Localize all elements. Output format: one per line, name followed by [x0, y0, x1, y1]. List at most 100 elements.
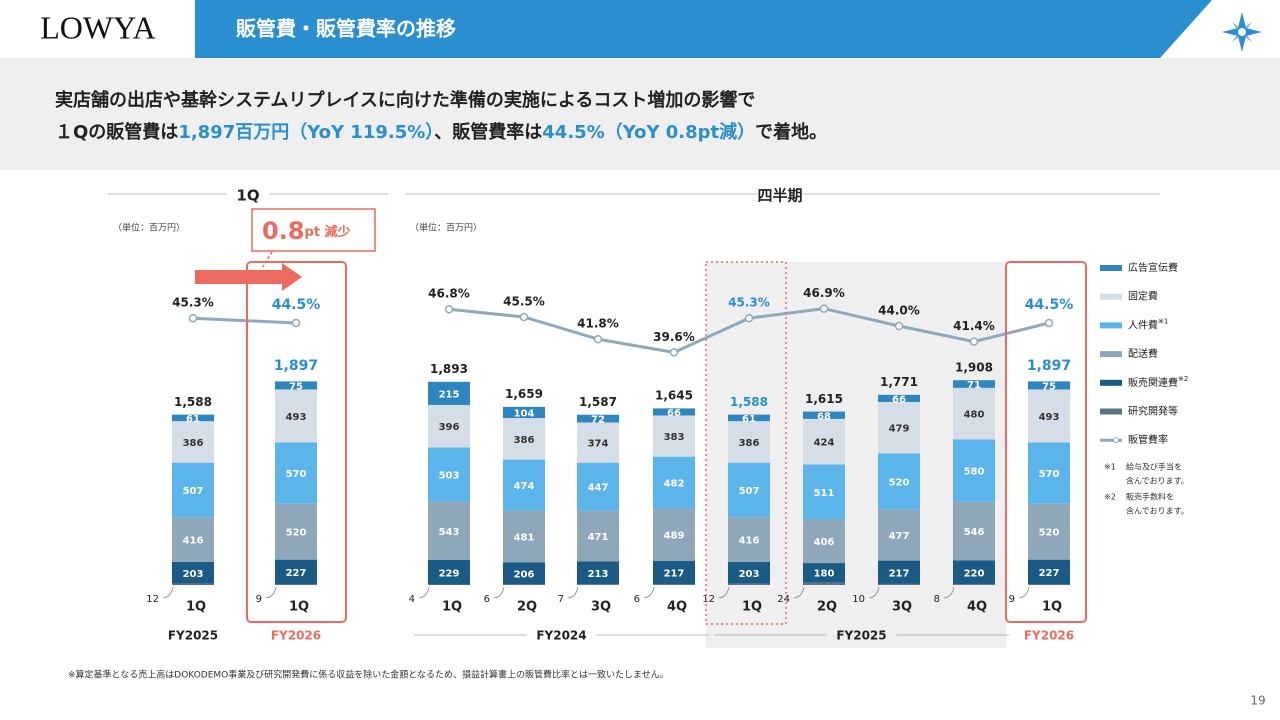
segment-label: 12 [702, 594, 715, 605]
bar-segment [803, 411, 845, 419]
bar-segment [653, 408, 695, 416]
fiscal-year-label: FY2026 [271, 629, 321, 643]
segment-label: 471 [588, 532, 609, 543]
legend-label: 研究開発等 [1128, 405, 1178, 418]
x-tick-label: 1Q [742, 600, 762, 615]
segment-label: 481 [514, 532, 535, 543]
unit-label: （単位：百万円） [113, 222, 185, 234]
segment-label: 386 [183, 438, 204, 449]
segment-label: 75 [1042, 381, 1056, 392]
legend-swatch [1100, 293, 1122, 300]
segment-label: 520 [1039, 528, 1060, 539]
segment-label: 180 [814, 569, 835, 580]
fiscal-year-label: FY2025 [168, 629, 218, 643]
segment-label: 66 [667, 408, 681, 419]
legend-name: 研究開発等 [1128, 405, 1178, 418]
legend-name: 固定費 [1128, 290, 1158, 303]
rate-point [819, 304, 829, 313]
section-title: 四半期 [757, 187, 802, 205]
rate-label: 45.3% [172, 296, 214, 310]
segment-label: 383 [664, 432, 685, 443]
rate-label: 41.8% [577, 317, 619, 331]
legend-note-ref: ※2 [1178, 375, 1188, 383]
rate-point [969, 337, 979, 346]
bar-segment [503, 406, 545, 419]
bar-segment [172, 561, 214, 584]
segment-label: 416 [183, 536, 204, 547]
annotation: 0.8pt 減少 [262, 217, 351, 245]
note-mark: ※2 [1104, 493, 1116, 502]
bar-segment [172, 583, 214, 585]
segment-label: 474 [514, 481, 535, 492]
bar-segment [653, 561, 695, 585]
segment-label: 493 [1039, 412, 1060, 423]
fiscal-year-label: FY2025 [836, 629, 886, 643]
rate-label: 44.5% [272, 297, 321, 313]
bar-segment [172, 414, 214, 422]
x-tick-label: 1Q [442, 600, 462, 615]
bar-segment [1028, 442, 1070, 504]
label-leader [265, 586, 277, 599]
segment-label: 217 [664, 569, 685, 580]
headline-segment: １Qの販管費は [55, 121, 178, 143]
segment-label: 72 [591, 415, 605, 426]
rate-label: 39.6% [653, 330, 695, 344]
star-logo [1222, 12, 1262, 52]
rate-point [1044, 318, 1054, 328]
x-tick-label: 2Q [817, 600, 837, 615]
legend-label: 人件費※1 [1128, 317, 1168, 331]
bar-segment [728, 421, 770, 463]
rate-label: 46.8% [428, 287, 470, 301]
bar-segment [1028, 381, 1070, 390]
bar-segment [275, 503, 317, 560]
bar-segment [878, 583, 920, 585]
segment-label: 227 [286, 568, 307, 579]
bar-segment [728, 583, 770, 585]
annotation-box [251, 208, 376, 252]
segment-label: 374 [588, 439, 609, 450]
x-tick-label: 4Q [967, 600, 987, 615]
rate-label: 46.9% [803, 286, 845, 300]
segment-label: 479 [889, 424, 910, 435]
segment-label: 6 [634, 594, 640, 605]
headline-segment: 1,897百万円（YoY 119.5%） [178, 122, 434, 143]
bar-segment [728, 414, 770, 422]
rate-label: 45.5% [503, 295, 545, 309]
legend-swatch [1100, 379, 1122, 386]
segment-label: 61 [742, 414, 756, 425]
segment-label: 12 [146, 594, 159, 605]
rate-point [669, 348, 679, 357]
legend-label: 販管費率 [1128, 433, 1168, 446]
logo: LOWYA [40, 9, 156, 45]
x-tick-label: 1Q [289, 600, 309, 615]
legend-label: 広告宣伝費 [1128, 261, 1178, 274]
legend-label: 固定費 [1128, 290, 1158, 303]
bar-segment [275, 389, 317, 443]
unit-label: （単位：百万円） [410, 222, 482, 234]
bar-segment [803, 582, 845, 585]
bar-segment [953, 584, 995, 585]
bar-segment [728, 561, 770, 584]
bar-segment [1028, 389, 1070, 443]
headline-band [0, 58, 1280, 170]
bar-segment [503, 562, 545, 585]
bar-segment [803, 519, 845, 564]
highlight-frame [246, 261, 347, 623]
bar-segment [1028, 559, 1070, 585]
rate-point [188, 313, 198, 323]
note-text: 含んでおります。 [1126, 476, 1189, 486]
label-leader [868, 586, 880, 599]
segment-label: 10 [852, 594, 865, 605]
label-leader [162, 586, 174, 599]
bar-segment [803, 464, 845, 520]
segment-label: 489 [664, 531, 685, 542]
bar-segment [172, 421, 214, 463]
bar-segment [428, 447, 470, 502]
legend-swatch [1100, 322, 1122, 329]
bar-segment [653, 584, 695, 585]
legend-name: 人件費 [1128, 318, 1158, 331]
legend-label: 配送費 [1128, 347, 1158, 360]
bar-segment [428, 381, 470, 405]
segment-label: 6 [484, 594, 490, 605]
segment-label: 68 [817, 411, 831, 422]
